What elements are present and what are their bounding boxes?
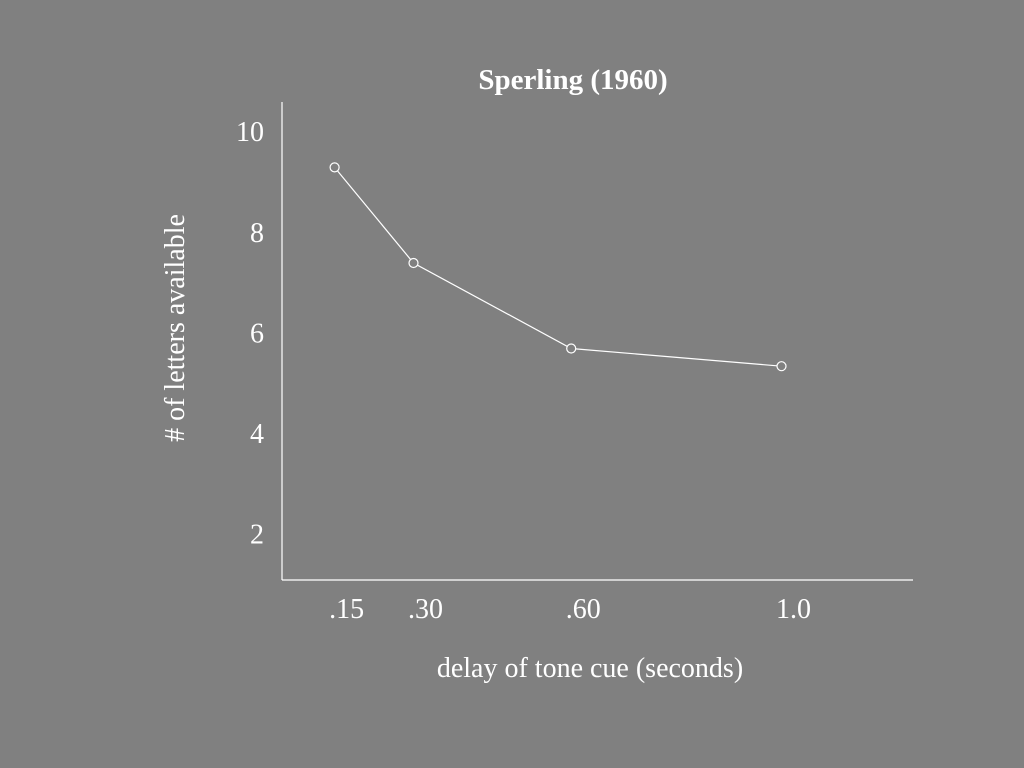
x-tick-label: 1.0 — [776, 594, 811, 625]
y-tick-label: 8 — [250, 218, 264, 249]
data-point — [329, 162, 340, 173]
x-axis-label: delay of tone cue (seconds) — [437, 653, 743, 684]
y-tick-label: 4 — [250, 419, 264, 450]
y-tick-labels: 10 8 6 4 2 — [236, 117, 264, 551]
y-tick-label: 2 — [250, 520, 264, 551]
data-point — [776, 361, 787, 372]
x-tick-labels: .15 .30 .60 1.0 — [329, 594, 811, 625]
data-point — [408, 257, 419, 269]
y-tick-label: 6 — [250, 318, 264, 349]
y-tick-label: 10 — [236, 117, 264, 148]
data-point — [566, 343, 577, 354]
y-axis-label: # of letters available — [160, 214, 191, 442]
data-points — [329, 162, 787, 372]
series-line — [334, 167, 782, 367]
x-tick-label: .15 — [329, 594, 364, 625]
x-tick-label: .60 — [566, 594, 601, 625]
x-tick-label: .30 — [408, 594, 443, 625]
chart-title: Sperling (1960) — [478, 64, 667, 96]
